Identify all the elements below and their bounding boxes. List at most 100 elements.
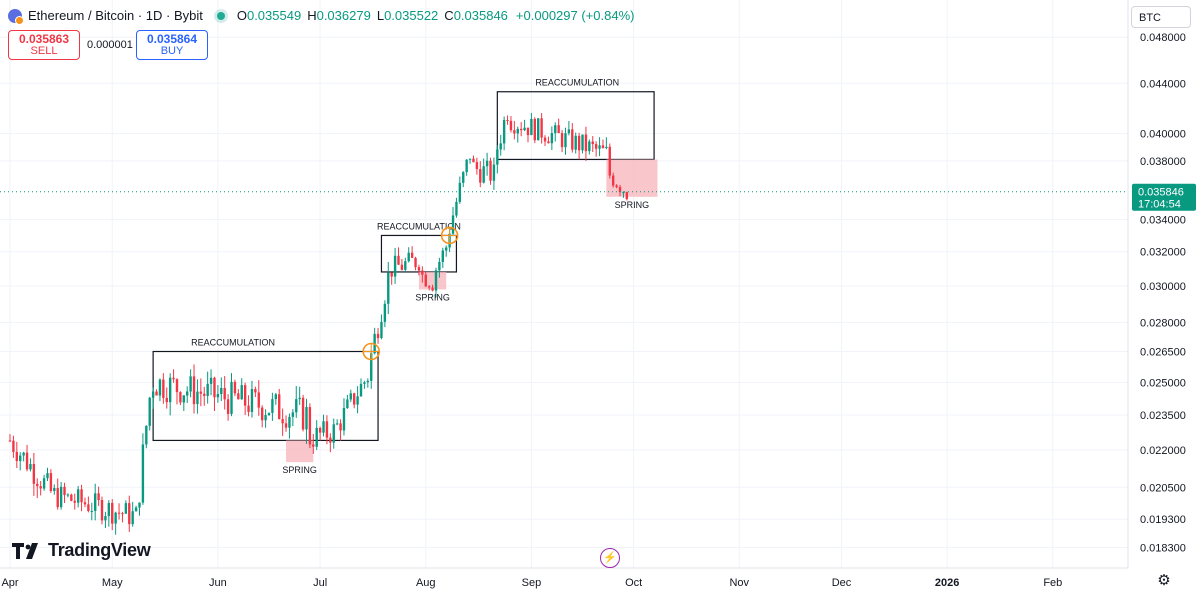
currency-button[interactable]: BTC (1131, 6, 1191, 28)
sell-button[interactable]: 0.035863 SELL (8, 30, 80, 60)
candle-up (346, 399, 349, 408)
candle-up (550, 133, 554, 144)
spring-label: SPRING (282, 465, 317, 475)
candle-down (165, 397, 168, 403)
symbol-legend: Ethereum / Bitcoin · 1D · Bybit O 0.03554… (8, 8, 636, 25)
candle-up (29, 464, 32, 470)
time-tick-label: Nov (729, 577, 749, 589)
price-tick-label: 0.040000 (1140, 129, 1186, 141)
candle-down (513, 130, 516, 134)
tradingview-logo[interactable]: TradingView (12, 540, 151, 561)
candle-down (540, 118, 543, 138)
candle-up (492, 164, 496, 181)
candle-down (237, 393, 240, 400)
candle-down (611, 175, 615, 186)
close-value: 0.035846 (453, 8, 508, 23)
candle-up (107, 502, 111, 517)
grid (0, 0, 1128, 568)
candle-down (625, 192, 629, 200)
candle-down (417, 267, 421, 271)
time-tick-label: Apr (1, 577, 18, 589)
last-price-badge (1132, 183, 1196, 211)
candle-up (298, 397, 301, 400)
candle-up (554, 125, 557, 134)
candle-up (458, 182, 462, 202)
low-value: 0.035522 (384, 8, 439, 23)
candle-down (172, 377, 175, 380)
candle-up (168, 377, 172, 403)
candle-down (73, 500, 76, 503)
candle-down (397, 255, 400, 265)
candle-down (601, 145, 605, 149)
candle-up (622, 192, 625, 194)
candle-down (475, 162, 479, 170)
candle-up (42, 478, 46, 489)
candle-up (359, 383, 363, 397)
candle-up (271, 399, 274, 413)
gear-icon[interactable]: ⚙ (1157, 572, 1171, 589)
candle-up (104, 516, 107, 521)
price-tick-label: 0.044000 (1140, 78, 1186, 90)
sell-price: 0.035863 (18, 32, 70, 46)
candle-down (431, 287, 434, 291)
time-tick-label: Dec (832, 577, 852, 589)
candle-up (141, 444, 145, 503)
candle-up (148, 397, 151, 426)
candle-down (400, 264, 404, 270)
candle-up (502, 120, 506, 144)
candle-up (240, 385, 243, 400)
last-price-countdown: 17:04:54 (1138, 199, 1181, 211)
candle-down (472, 158, 475, 163)
candle-down (301, 397, 305, 430)
candle-down (121, 513, 124, 515)
candle-up (380, 321, 383, 339)
candle-up (189, 376, 192, 392)
brand-name: TradingView (48, 540, 151, 560)
candle-down (594, 144, 598, 149)
candle-up (387, 272, 390, 304)
candle-up (537, 118, 540, 141)
candle-up (66, 494, 70, 496)
candle-down (506, 120, 509, 122)
spring-zone (286, 440, 314, 463)
price-axis-bg (1128, 0, 1200, 594)
candle-down (25, 452, 29, 470)
high-value: 0.036279 (316, 8, 371, 23)
candle-up (124, 503, 128, 514)
candle-down (339, 423, 342, 431)
candle-down (421, 270, 424, 275)
candle-down (63, 486, 66, 496)
change-value: +0.000297 (+0.84%) (515, 8, 635, 23)
candle-up (274, 394, 278, 400)
market-status-icon[interactable] (216, 11, 225, 20)
time-axis: Apr May Jun Jul Aug Sep Oct Nov Dec 2026 Feb (0, 567, 1128, 589)
buy-button[interactable]: 0.035864 BUY (136, 30, 208, 60)
candle-up (598, 145, 601, 149)
candle-down (243, 385, 247, 406)
candle-down (618, 187, 622, 193)
candle-down (257, 392, 260, 408)
candle-down (213, 377, 216, 398)
candle-down (308, 407, 312, 445)
candle-up (516, 128, 519, 134)
price-tick-label: 0.018300 (1140, 542, 1186, 554)
candle-up (151, 391, 155, 398)
lightning-icon[interactable]: ⚡ (600, 548, 620, 568)
candle-up (295, 399, 298, 413)
candle-down (557, 125, 560, 134)
candle-down (325, 421, 329, 438)
candle-down (179, 392, 182, 403)
candle-up (90, 510, 93, 512)
candle-up (383, 303, 387, 322)
candle-down (479, 169, 482, 183)
candle-up (581, 134, 584, 151)
price-tick-label: 0.028000 (1140, 317, 1186, 329)
candle-down (260, 407, 264, 421)
symbol-title[interactable]: Ethereum / Bitcoin · 1D · Bybit (28, 8, 203, 23)
price-tick-label: 0.038000 (1140, 156, 1186, 168)
candle-down (533, 118, 537, 141)
candle-up (315, 427, 318, 447)
candle-up (134, 507, 138, 512)
